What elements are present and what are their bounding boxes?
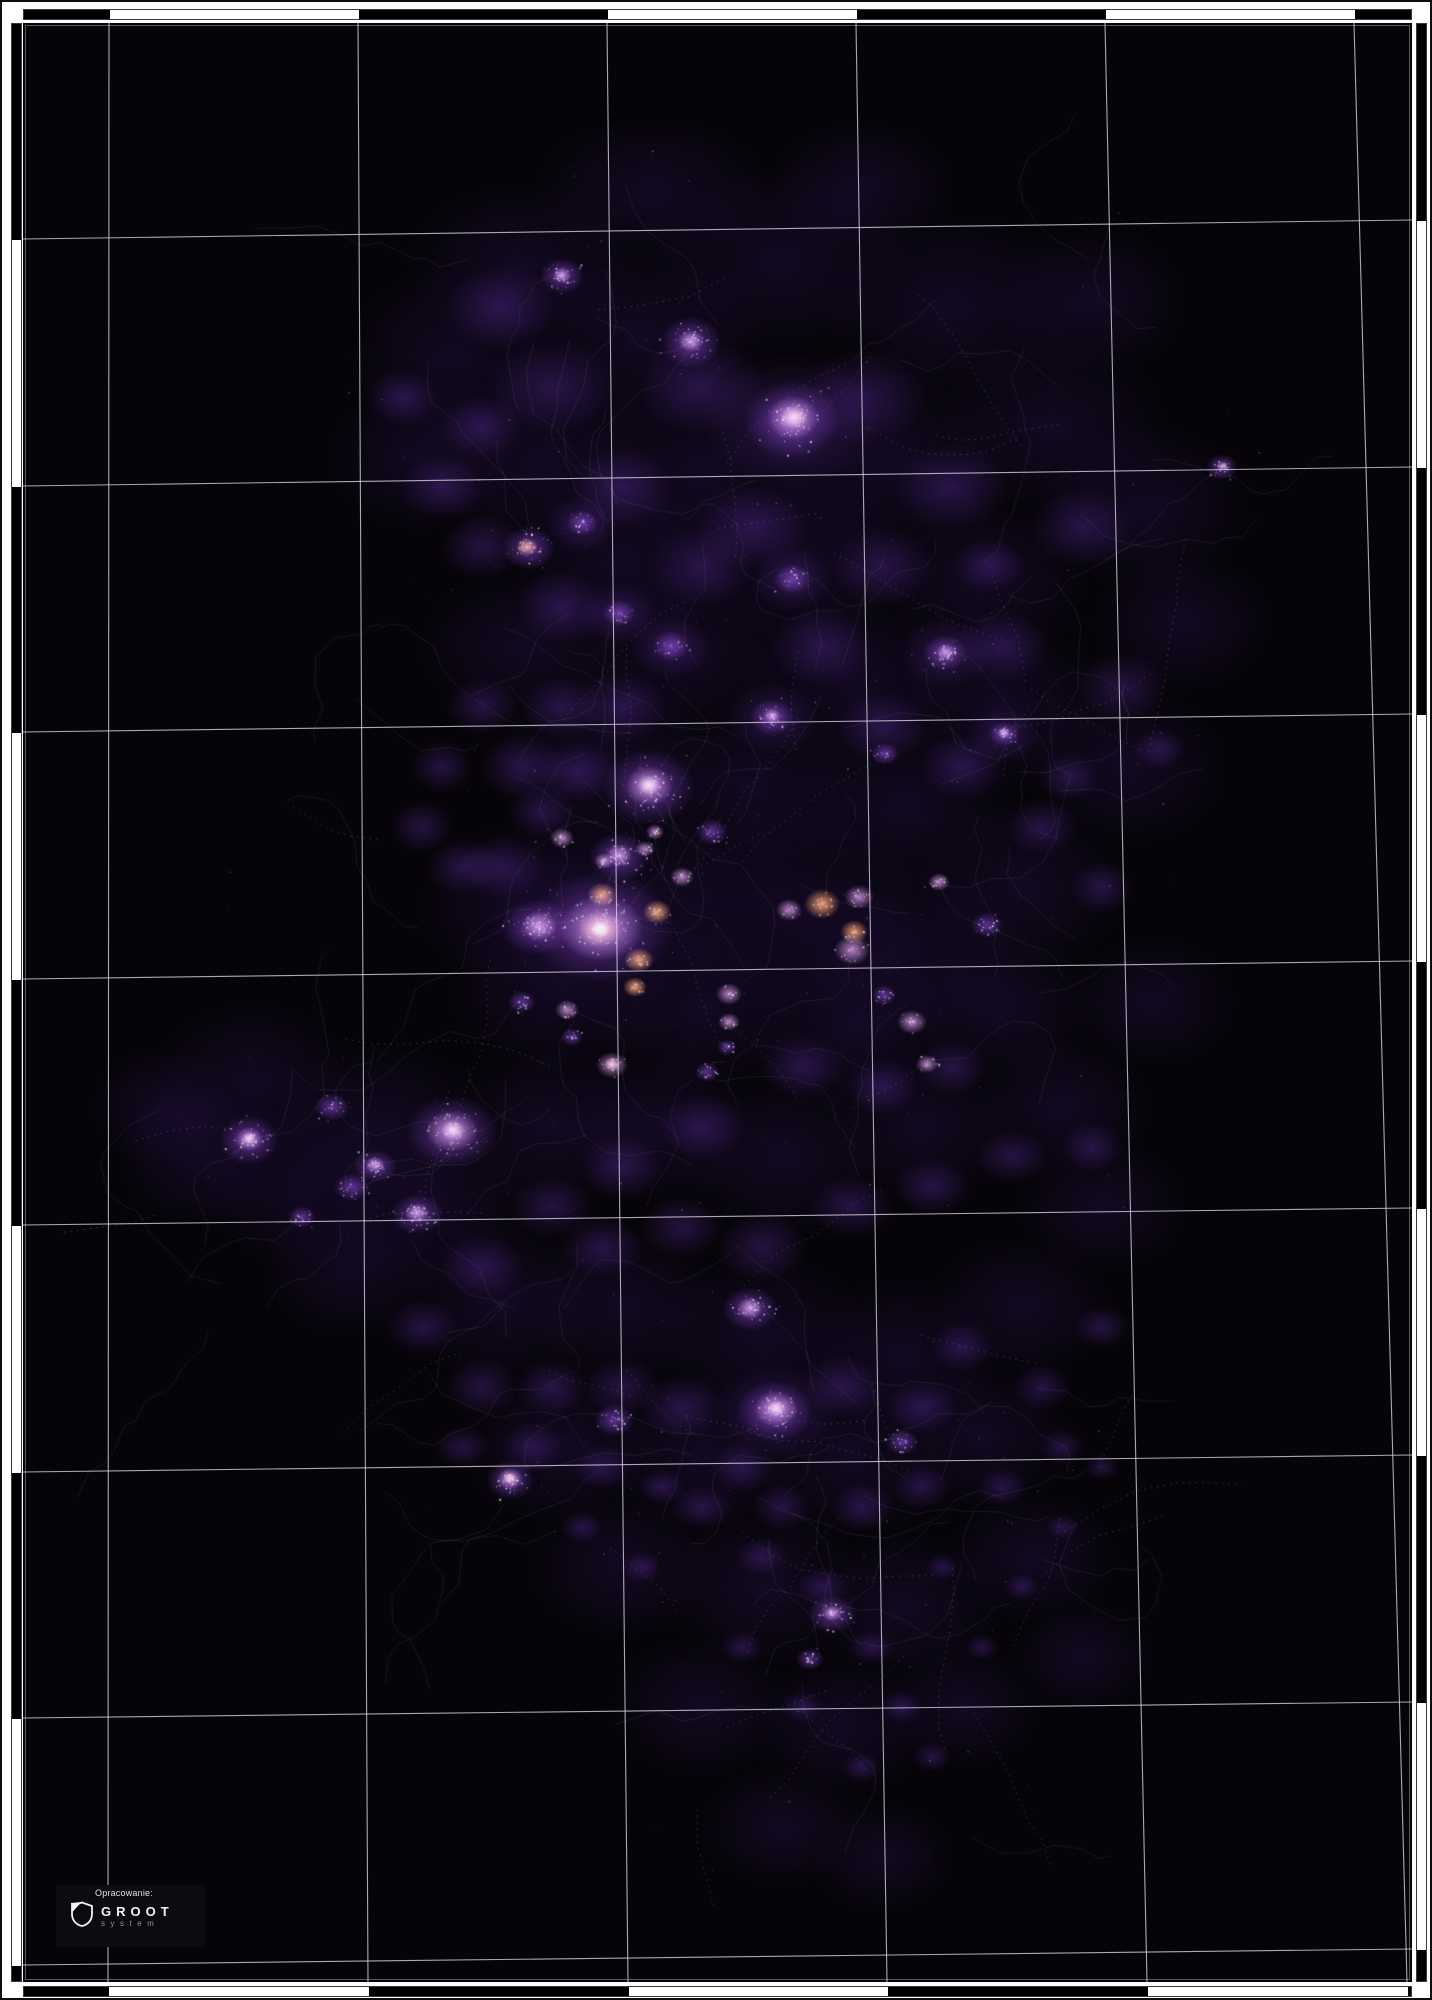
tick-segment: [12, 1226, 21, 1473]
graticule-line: [23, 1454, 1412, 1473]
tick-segment: [1355, 10, 1411, 19]
tick-segment: [1148, 1987, 1408, 1996]
shield-logo-icon: [70, 1901, 94, 1932]
tick-segment: [1417, 1209, 1426, 1456]
tick-segment: [1417, 468, 1426, 715]
graticule-line: [855, 23, 888, 1982]
tick-segment: [1408, 1987, 1411, 1996]
map-canvas: Opracowanie: GROOT system: [23, 23, 1412, 1982]
tick-segment: [1106, 10, 1355, 19]
tick-segment: [359, 10, 608, 19]
tick-segment: [24, 1987, 109, 1996]
tickbar-top: [23, 9, 1412, 20]
graticule-line: [23, 1701, 1412, 1719]
tick-segment: [1417, 1456, 1426, 1703]
tick-segment: [1417, 1703, 1426, 1950]
graticule-line: [606, 23, 629, 1982]
credit-block: Opracowanie: GROOT system: [56, 1885, 206, 1947]
tick-segment: [1417, 221, 1426, 468]
tick-segment: [109, 1987, 369, 1996]
tickbar-left: [11, 23, 22, 1982]
tick-segment: [12, 1473, 21, 1719]
graticule-line: [23, 960, 1412, 980]
tick-segment: [24, 10, 110, 19]
tick-segment: [888, 1987, 1148, 1996]
tick-segment: [629, 1987, 888, 1996]
graticule-grid: [23, 23, 1412, 1982]
graticule-line: [357, 23, 369, 1982]
graticule-line: [23, 713, 1412, 733]
tick-segment: [12, 733, 21, 980]
graticule-line: [23, 1207, 1412, 1226]
graticule-line: [107, 23, 110, 1982]
tick-segment: [12, 240, 21, 487]
graticule-line: [1104, 23, 1148, 1982]
tick-segment: [12, 24, 21, 240]
graticule-line: [23, 219, 1412, 240]
tick-segment: [12, 1966, 21, 1981]
graticule-line: [23, 466, 1412, 487]
tick-segment: [1417, 24, 1426, 221]
tick-segment: [1417, 1950, 1426, 1981]
tick-segment: [857, 10, 1106, 19]
tick-segment: [369, 1987, 629, 1996]
tick-segment: [12, 1719, 21, 1966]
tick-segment: [110, 10, 359, 19]
graticule-line: [1353, 23, 1408, 1982]
brand-subtitle: system: [101, 1918, 160, 1928]
tickbar-right: [1416, 23, 1427, 1982]
credit-label: Opracowanie:: [95, 1888, 153, 1898]
tick-segment: [1417, 715, 1426, 962]
graticule-line: [23, 1948, 1412, 1966]
tick-segment: [12, 487, 21, 733]
tick-segment: [608, 10, 857, 19]
brand-name: GROOT: [101, 1903, 174, 1919]
tick-segment: [12, 980, 21, 1226]
tickbar-bottom: [23, 1986, 1412, 1997]
tick-segment: [1417, 962, 1426, 1209]
